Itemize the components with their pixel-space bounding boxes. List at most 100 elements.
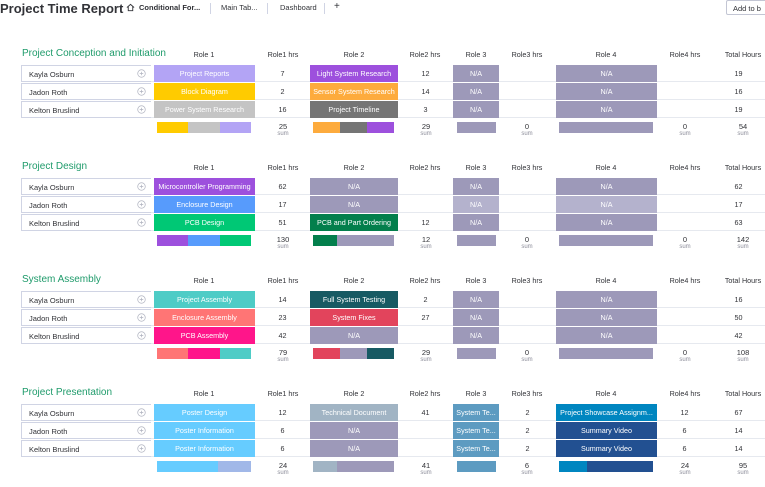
- add-update-icon[interactable]: [137, 69, 146, 78]
- column-header-role2[interactable]: Role 2: [343, 50, 365, 59]
- column-header-total[interactable]: Total Hours: [724, 276, 762, 285]
- role4-hours-cell[interactable]: [658, 291, 711, 308]
- role3-status-cell[interactable]: N/A: [453, 101, 499, 118]
- item-name-cell[interactable]: Kayla Osburn: [21, 291, 151, 308]
- role2-status-cell[interactable]: PCB and Part Ordering: [310, 214, 398, 231]
- column-header-role1[interactable]: Role 1: [193, 163, 215, 172]
- column-header-role2[interactable]: Role 2: [343, 389, 365, 398]
- role2-status-cell[interactable]: Light System Research: [310, 65, 398, 82]
- role2-hours-cell[interactable]: [399, 178, 452, 195]
- role4-hours-cell[interactable]: [658, 178, 711, 195]
- column-header-role2[interactable]: Role 2: [343, 276, 365, 285]
- column-header-role4-hrs[interactable]: Role4 hrs: [669, 163, 701, 172]
- add-update-icon[interactable]: [137, 218, 146, 227]
- column-header-role4[interactable]: Role 4: [595, 163, 617, 172]
- role3-hours-cell[interactable]: [500, 214, 555, 231]
- role4-hours-cell[interactable]: [658, 196, 711, 213]
- total-hours-cell[interactable]: 63: [734, 218, 743, 227]
- role3-hours-cell[interactable]: [500, 291, 555, 308]
- total-hours-cell[interactable]: 19: [734, 69, 743, 78]
- item-name[interactable]: Jadon Roth: [29, 88, 68, 97]
- group-title[interactable]: System Assembly: [22, 274, 101, 285]
- total-hours-cell[interactable]: 67: [734, 408, 743, 417]
- item-name-cell[interactable]: Kelton Bruslind: [21, 440, 151, 457]
- role2-hours-cell[interactable]: [399, 196, 452, 213]
- role4-status-cell[interactable]: N/A: [556, 65, 657, 82]
- role1-hours-cell[interactable]: 62: [278, 182, 287, 191]
- column-header-role1[interactable]: Role 1: [193, 50, 215, 59]
- role2-status-cell[interactable]: N/A: [310, 178, 398, 195]
- role3-hours-cell[interactable]: [500, 178, 555, 195]
- role3-status-cell[interactable]: N/A: [453, 196, 499, 213]
- role1-hours-cell[interactable]: 7: [280, 69, 285, 78]
- column-header-role2-hrs[interactable]: Role2 hrs: [409, 276, 441, 285]
- item-name[interactable]: Kelton Bruslind: [29, 219, 80, 228]
- item-name-cell[interactable]: Jadon Roth: [21, 196, 151, 213]
- item-name[interactable]: Kayla Osburn: [29, 409, 75, 418]
- column-header-role3[interactable]: Role 3: [465, 276, 487, 285]
- add-update-icon[interactable]: [137, 105, 146, 114]
- role1-status-cell[interactable]: Block Diagram: [154, 83, 255, 100]
- add-update-icon[interactable]: [137, 408, 146, 417]
- role4-hours-cell[interactable]: 12: [680, 408, 689, 417]
- role4-status-cell[interactable]: Summary Video: [556, 422, 657, 439]
- role2-status-cell[interactable]: N/A: [310, 196, 398, 213]
- total-hours-cell[interactable]: 14: [734, 444, 743, 453]
- item-name[interactable]: Jadon Roth: [29, 201, 68, 210]
- column-header-role4[interactable]: Role 4: [595, 50, 617, 59]
- role4-hours-cell[interactable]: [658, 101, 711, 118]
- column-header-role1-hrs[interactable]: Role1 hrs: [267, 50, 299, 59]
- role2-hours-cell[interactable]: 12: [421, 218, 430, 227]
- group-title[interactable]: Project Design: [22, 161, 88, 172]
- role4-status-cell[interactable]: N/A: [556, 309, 657, 326]
- column-header-role1[interactable]: Role 1: [193, 276, 215, 285]
- item-name[interactable]: Jadon Roth: [29, 427, 68, 436]
- add-update-icon[interactable]: [137, 426, 146, 435]
- column-header-role4-hrs[interactable]: Role4 hrs: [669, 276, 701, 285]
- role2-hours-cell[interactable]: 12: [421, 69, 430, 78]
- total-hours-cell[interactable]: 17: [734, 200, 743, 209]
- role2-status-cell[interactable]: Full System Testing: [310, 291, 398, 308]
- item-name[interactable]: Kayla Osburn: [29, 296, 75, 305]
- column-header-role3-hrs[interactable]: Role3 hrs: [511, 276, 543, 285]
- role2-hours-cell[interactable]: 41: [421, 408, 430, 417]
- add-update-icon[interactable]: [137, 313, 146, 322]
- column-header-role4[interactable]: Role 4: [595, 389, 617, 398]
- role4-hours-cell[interactable]: [658, 65, 711, 82]
- role4-status-cell[interactable]: N/A: [556, 291, 657, 308]
- column-header-role2-hrs[interactable]: Role2 hrs: [409, 50, 441, 59]
- role2-hours-cell[interactable]: 14: [421, 87, 430, 96]
- item-name-cell[interactable]: Kelton Bruslind: [21, 101, 151, 118]
- column-header-role2-hrs[interactable]: Role2 hrs: [409, 389, 441, 398]
- role4-status-cell[interactable]: N/A: [556, 214, 657, 231]
- role2-status-cell[interactable]: N/A: [310, 440, 398, 457]
- add-to-board-button[interactable]: Add to b: [726, 0, 765, 15]
- group-title[interactable]: Project Presentation: [22, 387, 113, 398]
- column-header-role1-hrs[interactable]: Role1 hrs: [267, 276, 299, 285]
- group-title[interactable]: Project Conception and Initiation: [22, 48, 166, 59]
- board-title[interactable]: Project Time Report: [0, 1, 124, 16]
- item-name-cell[interactable]: Kayla Osburn: [21, 178, 151, 195]
- role3-status-cell[interactable]: N/A: [453, 327, 499, 344]
- role3-hours-cell[interactable]: [500, 101, 555, 118]
- column-header-role3-hrs[interactable]: Role3 hrs: [511, 389, 543, 398]
- role1-status-cell[interactable]: Project Reports: [154, 65, 255, 82]
- column-header-role2[interactable]: Role 2: [343, 163, 365, 172]
- role4-hours-cell[interactable]: [658, 83, 711, 100]
- item-name-cell[interactable]: Kayla Osburn: [21, 65, 151, 82]
- column-header-total[interactable]: Total Hours: [724, 163, 762, 172]
- role2-hours-cell[interactable]: 27: [421, 313, 430, 322]
- role4-hours-cell[interactable]: [658, 214, 711, 231]
- item-name[interactable]: Jadon Roth: [29, 314, 68, 323]
- add-update-icon[interactable]: [137, 444, 146, 453]
- role3-hours-cell[interactable]: 2: [525, 408, 530, 417]
- column-header-role4-hrs[interactable]: Role4 hrs: [669, 389, 701, 398]
- add-update-icon[interactable]: [137, 295, 146, 304]
- role4-status-cell[interactable]: N/A: [556, 83, 657, 100]
- role3-status-cell[interactable]: System Te...: [453, 440, 499, 457]
- add-update-icon[interactable]: [137, 200, 146, 209]
- role3-hours-cell[interactable]: [500, 83, 555, 100]
- role1-hours-cell[interactable]: 16: [278, 105, 287, 114]
- role3-hours-cell[interactable]: [500, 327, 555, 344]
- role4-hours-cell[interactable]: [658, 309, 711, 326]
